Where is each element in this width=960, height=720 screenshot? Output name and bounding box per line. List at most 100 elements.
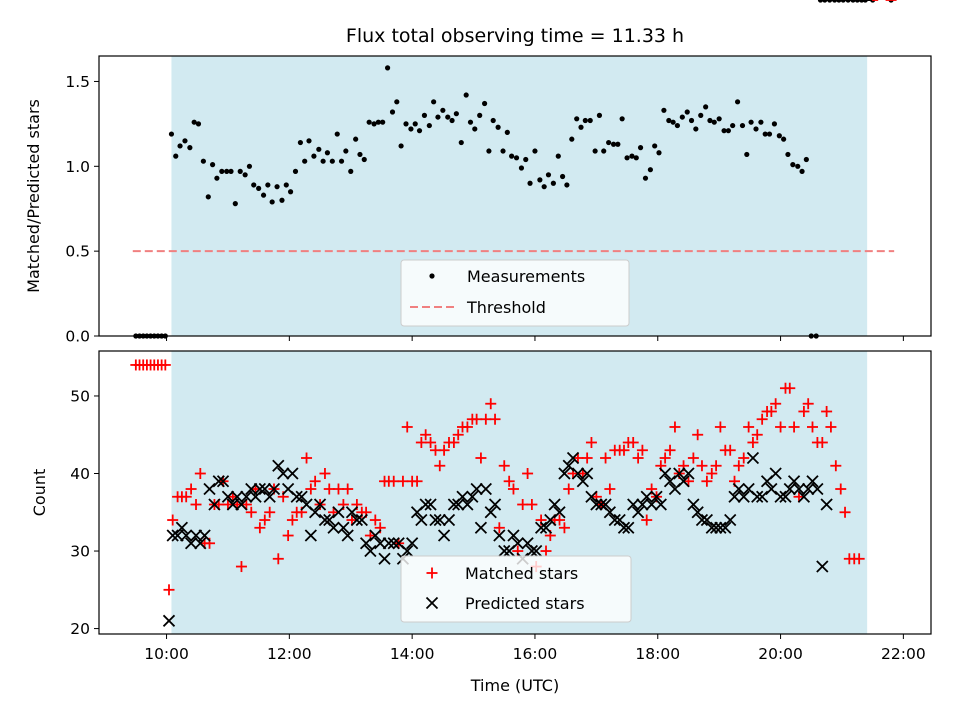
x-tick-label: 18:00 [635,645,680,663]
matched-star-point [563,483,575,495]
predicted-star-point [797,490,811,503]
measurement-point [637,145,644,151]
top-x-ticks [166,336,904,341]
matched-star-point [733,460,745,472]
matched-star-point [401,421,413,433]
measurement-point [440,107,446,113]
measurement-point [375,119,381,125]
predicted-star-point [419,498,432,511]
measurement-point [744,151,750,158]
predicted-star-point [640,490,653,503]
measurement-point [431,99,437,105]
predicted-star-point [719,521,732,534]
predicted-star-point [756,490,769,503]
measurement-point [200,158,206,164]
matched-stars-series [130,0,897,596]
measurement-point [545,172,552,178]
measurement-point [762,131,768,137]
measurement-point [472,126,478,132]
measurement-point [195,121,202,127]
matched-star-point [821,405,833,417]
matched-star-point [438,444,450,456]
measurement-point [721,128,727,134]
bottom-y-axis-label: Count [30,469,49,517]
measurement-point [292,168,299,174]
matched-star-point [659,452,671,464]
predicted-star-point [544,513,557,527]
matched-star-point [765,405,777,417]
matched-star-point [517,499,529,511]
matched-star-point [411,475,423,487]
matched-star-point [282,530,294,542]
matched-star-point [190,499,202,511]
measurement-point [449,117,455,124]
matched-star-point [600,452,612,464]
matched-star-point [452,429,464,441]
predicted-star-point [484,506,497,519]
measurement-point [297,139,303,146]
matched-star-point [167,514,179,526]
matched-star-point [696,460,708,472]
predicted-star-point [442,513,456,527]
measurement-point [398,143,404,149]
top-y-ticks: 0.0 0.5 1.0 1.5 [65,73,99,346]
measurement-point [445,114,451,120]
measurement-point [256,185,262,191]
measurement-point [550,180,556,186]
predicted-star-point [198,529,211,542]
predicted-star-point [369,529,382,542]
measurement-point [606,139,612,146]
measurement-point [219,168,225,174]
matched-star-point [471,413,483,425]
predicted-star-point [231,490,244,503]
predicted-star-point [327,521,340,534]
matched-star-point [503,475,515,487]
predicted-star-point [617,521,631,534]
measurement-point [320,158,326,164]
measurement-point [656,150,662,156]
measurement-point [703,104,709,110]
y-tick-label: 1.5 [65,73,90,91]
predicted-star-point [323,513,336,527]
matched-star-point [554,514,566,526]
matched-star-point [522,468,534,480]
measurement-point [509,153,515,159]
measurement-point [403,121,409,127]
matched-star-point [775,421,787,433]
measurement-point [366,119,372,125]
measurement-point [688,117,695,124]
matched-star-point [743,421,755,433]
chart-title: Flux total observing time = 11.33 h [346,25,684,47]
matched-star-point [798,405,810,417]
matched-star-point [825,421,837,433]
measurement-point [785,151,791,158]
measurement-point [817,0,824,3]
predicted-star-point [332,506,345,519]
matched-star-point [604,483,616,495]
matched-star-point [185,483,197,495]
predicted-star-point [479,482,492,496]
predicted-star-point [816,560,829,573]
predicted-star-point [820,498,833,511]
measurement-point [734,99,741,105]
matched-star-point [835,483,847,495]
predicted-star-point [585,490,598,503]
measurement-point [287,189,294,195]
measurement-point [587,117,593,124]
y-tick-label: 20 [70,620,90,638]
predicted-star-point [631,506,645,519]
measurement-point [532,148,538,154]
predicted-star-point [806,475,819,488]
predicted-star-point [208,498,221,511]
matched-star-point [461,421,473,433]
predicted-star-point [558,467,571,480]
measurement-point [316,146,322,152]
legend-matched-label: Matched stars [465,564,578,583]
predicted-star-point [724,513,737,527]
measurement-point [666,117,672,124]
top-y-axis-label: Matched/Predicted stars [24,99,43,293]
legend-matched-marker [426,567,438,579]
predicted-star-point [474,521,488,534]
predicted-star-point [682,467,695,480]
measurement-point [251,182,257,188]
